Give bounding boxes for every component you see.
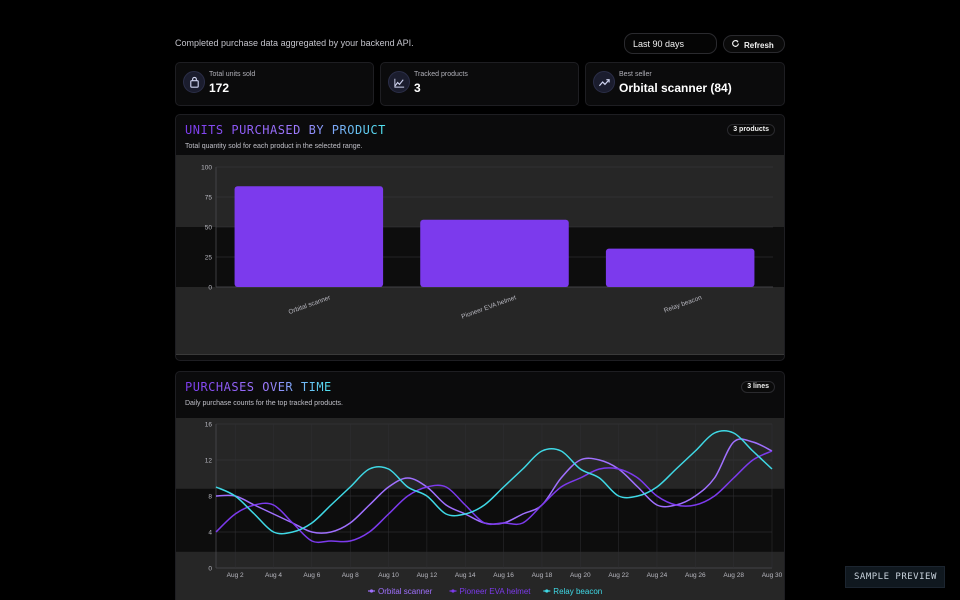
legend-label: Orbital scanner	[378, 587, 433, 596]
stat-card-tracked-products: Tracked products 3	[380, 62, 579, 106]
x-tick-label: Aug 30	[762, 572, 783, 579]
y-tick-label: 4	[208, 530, 212, 537]
stat-label: Tracked products	[414, 71, 468, 78]
y-tick-label: 25	[205, 255, 213, 262]
x-tick-label: Aug 6	[303, 572, 320, 579]
y-tick-label: 8	[208, 494, 212, 501]
toolbar: Completed purchase data aggregated by yo…	[175, 33, 785, 55]
y-tick-label: 12	[205, 458, 213, 465]
stat-value: 3	[414, 81, 421, 95]
x-tick-label: Aug 8	[342, 572, 359, 579]
bar	[234, 186, 384, 287]
chart-legend: Orbital scanner Pioneer EVA helmet Relay b…	[368, 587, 602, 596]
x-tick-label: Aug 22	[608, 572, 629, 579]
plot-bottom-border	[176, 354, 784, 355]
x-tick-label: Aug 18	[532, 572, 553, 579]
y-tick-label: 16	[205, 422, 213, 429]
sample-preview-label: SAMPLE PREVIEW	[845, 566, 945, 588]
x-tick-label: Aug 24	[647, 572, 668, 579]
purchases-over-time-card: PURCHASES OVER TIME Daily purchase count…	[175, 371, 785, 600]
card-title: PURCHASES OVER TIME	[185, 380, 332, 394]
legend-label: Pioneer EVA helmet	[460, 587, 532, 596]
series-line	[215, 430, 773, 535]
y-tick-label: 0	[208, 566, 212, 573]
x-tick-label: Aug 20	[570, 572, 591, 579]
y-tick-label: 75	[205, 195, 213, 202]
chart-line-icon	[388, 71, 410, 93]
y-tick-label: 50	[205, 225, 213, 232]
trending-up-icon	[593, 71, 615, 93]
stat-card-best-seller: Best seller Orbital scanner (84)	[585, 62, 785, 106]
stat-card-total-units: Total units sold 172	[175, 62, 374, 106]
bar	[420, 219, 569, 287]
refresh-button[interactable]: Refresh	[723, 35, 785, 53]
legend-label: Relay beacon	[553, 587, 602, 596]
stat-label: Total units sold	[209, 71, 256, 78]
shopping-bag-icon	[183, 71, 205, 93]
legend-marker	[545, 589, 549, 593]
count-badge: 3 lines	[741, 381, 775, 393]
stat-value: 172	[209, 81, 230, 95]
date-range-select[interactable]: Last 90 days	[624, 33, 717, 54]
series-line	[215, 450, 773, 544]
card-description: Total quantity sold for each product in …	[185, 143, 363, 150]
x-tick-label: Aug 4	[265, 572, 282, 579]
x-tick-label: Aug 16	[493, 572, 514, 579]
count-badge: 3 products	[727, 124, 775, 136]
x-tick-label: Aug 26	[685, 572, 706, 579]
x-tick-label: Aug 12	[417, 572, 438, 579]
card-description: Daily purchase counts for the top tracke…	[185, 400, 343, 407]
y-tick-label: 0	[208, 285, 212, 292]
units-by-product-card: UNITS PURCHASED BY PRODUCT Total quantit…	[175, 114, 785, 361]
card-title: UNITS PURCHASED BY PRODUCT	[185, 123, 386, 137]
dashboard: Completed purchase data aggregated by yo…	[175, 0, 785, 600]
stat-value: Orbital scanner (84)	[619, 81, 732, 95]
y-tick-label: 100	[201, 165, 212, 172]
refresh-icon	[731, 39, 741, 50]
x-tick-label: Aug 2	[227, 572, 244, 579]
line-chart: 0 4 8 12 16 Aug 2 Aug 4 Aug 6 Aug 8 Aug 10 Aug 12 A…	[176, 418, 784, 600]
refresh-label: Refresh	[744, 41, 774, 50]
x-tick-label: Aug 28	[723, 572, 744, 579]
legend-marker	[451, 589, 455, 593]
x-tick-label: Aug 10	[378, 572, 399, 579]
page-subtitle: Completed purchase data aggregated by yo…	[175, 38, 414, 48]
legend-marker	[369, 589, 374, 593]
x-tick-label: Aug 14	[455, 572, 476, 579]
stat-label: Best seller	[619, 71, 652, 78]
bar	[605, 248, 755, 287]
